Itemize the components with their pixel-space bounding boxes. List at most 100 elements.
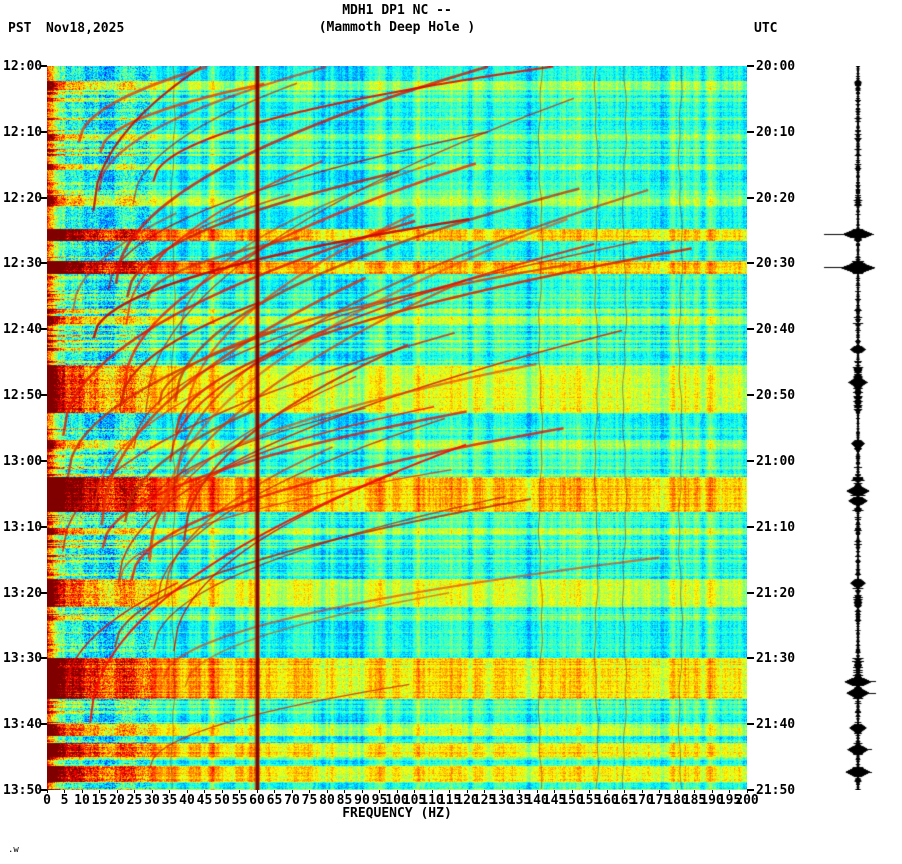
left-time-label: 13:00 — [3, 453, 43, 469]
x-tick-label: 125 — [472, 793, 497, 808]
left-time-label: 12:30 — [3, 256, 43, 272]
x-tick-mark — [746, 790, 748, 793]
left-time-label: 12:00 — [3, 59, 43, 74]
x-tick-label: 75 — [301, 793, 318, 808]
x-tick-mark — [396, 790, 398, 793]
x-tick-mark — [81, 790, 83, 793]
x-tick-mark — [449, 790, 450, 793]
right-tick-mark — [747, 65, 754, 67]
x-tick-label: 35 — [161, 793, 178, 808]
x-tick-label: 185 — [682, 793, 707, 808]
x-tick-label: 55 — [231, 793, 248, 808]
left-tick-mark — [40, 789, 47, 791]
right-time-label: 21:30 — [756, 651, 796, 667]
x-tick-label: 90 — [354, 793, 370, 808]
right-time-label: 21:00 — [756, 453, 796, 469]
date-label: Nov18,2025 — [46, 21, 125, 36]
x-tick-mark — [519, 790, 520, 793]
x-tick-mark — [659, 790, 660, 793]
left-time-label: 12:10 — [3, 124, 43, 140]
x-tick-label: 85 — [336, 793, 353, 808]
x-tick-mark — [99, 790, 100, 793]
left-tick-mark — [40, 65, 47, 67]
timezone-left-label: PST — [8, 21, 32, 36]
right-tick-mark — [747, 525, 754, 528]
x-tick-label: 130 — [490, 793, 514, 808]
x-tick-label: 150 — [560, 793, 584, 808]
x-tick-mark — [624, 790, 625, 793]
right-time-label: 20:00 — [756, 59, 796, 74]
left-tick-mark — [40, 130, 47, 133]
x-tick-label: 135 — [507, 793, 532, 808]
left-tick-mark — [40, 196, 47, 199]
right-tick-mark — [747, 196, 754, 199]
right-time-label: 21:20 — [756, 585, 796, 601]
x-tick-mark — [239, 790, 240, 793]
x-tick-mark — [379, 790, 380, 793]
x-tick-label: 70 — [284, 793, 300, 808]
x-tick-label: 145 — [542, 793, 567, 808]
right-time-label: 21:10 — [756, 519, 796, 535]
left-time-label: 13:30 — [3, 651, 43, 667]
x-tick-label: 160 — [595, 793, 619, 808]
spectrogram-canvas — [47, 66, 747, 790]
x-tick-label: 10 — [74, 793, 90, 808]
right-time-label: 20:10 — [756, 124, 796, 140]
x-tick-mark — [221, 790, 223, 793]
left-tick-mark — [40, 591, 47, 594]
right-tick-mark — [747, 328, 754, 331]
x-tick-mark — [361, 790, 363, 793]
x-tick-mark — [151, 790, 153, 793]
left-tick-mark — [40, 525, 47, 528]
x-tick-mark — [676, 790, 678, 793]
station-title: MDH1 DP1 NC -- — [342, 3, 452, 18]
x-tick-mark — [291, 790, 293, 793]
x-tick-label: 5 — [60, 793, 69, 808]
x-tick-label: 140 — [525, 793, 549, 808]
x-tick-mark — [134, 790, 135, 793]
x-tick-label: 105 — [402, 793, 427, 808]
x-tick-label: 115 — [437, 793, 462, 808]
x-tick-mark — [554, 790, 555, 793]
x-tick-mark — [64, 790, 65, 793]
x-tick-label: 80 — [319, 793, 335, 808]
right-tick-mark — [747, 394, 754, 397]
left-time-label: 12:40 — [3, 322, 43, 338]
x-tick-label: 190 — [700, 793, 724, 808]
x-tick-mark — [116, 790, 118, 793]
x-tick-label: 15 — [91, 793, 108, 808]
left-tick-mark — [40, 459, 47, 462]
left-tick-mark — [40, 328, 47, 331]
left-time-label: 13:40 — [3, 717, 43, 733]
x-tick-label: 200 — [735, 793, 759, 808]
left-tick-mark — [40, 657, 47, 660]
x-tick-label: 20 — [109, 793, 125, 808]
x-tick-mark — [466, 790, 468, 793]
x-tick-mark — [536, 790, 538, 793]
x-tick-mark — [694, 790, 695, 793]
x-tick-mark — [571, 790, 573, 793]
left-tick-mark — [40, 394, 47, 397]
right-time-label: 20:20 — [756, 190, 796, 206]
right-time-label: 21:40 — [756, 717, 796, 733]
x-tick-label: 50 — [214, 793, 230, 808]
x-tick-mark — [344, 790, 345, 793]
left-tick-mark — [40, 262, 47, 265]
x-tick-mark — [309, 790, 310, 793]
station-location: (Mammoth Deep Hole ) — [318, 20, 476, 35]
x-tick-mark — [186, 790, 188, 793]
x-tick-label: 110 — [420, 793, 444, 808]
timezone-right-label: UTC — [754, 21, 778, 36]
left-time-label: 13:20 — [3, 585, 43, 601]
x-tick-label: 120 — [455, 793, 479, 808]
right-tick-mark — [747, 262, 754, 265]
x-tick-label: 155 — [577, 793, 602, 808]
x-tick-mark — [274, 790, 275, 793]
right-tick-mark — [747, 657, 754, 660]
x-tick-label: 170 — [630, 793, 654, 808]
x-tick-mark — [606, 790, 608, 793]
right-time-label: 20:50 — [756, 388, 796, 404]
right-tick-mark — [747, 789, 754, 791]
right-tick-mark — [747, 459, 754, 462]
x-tick-label: 40 — [179, 793, 195, 808]
